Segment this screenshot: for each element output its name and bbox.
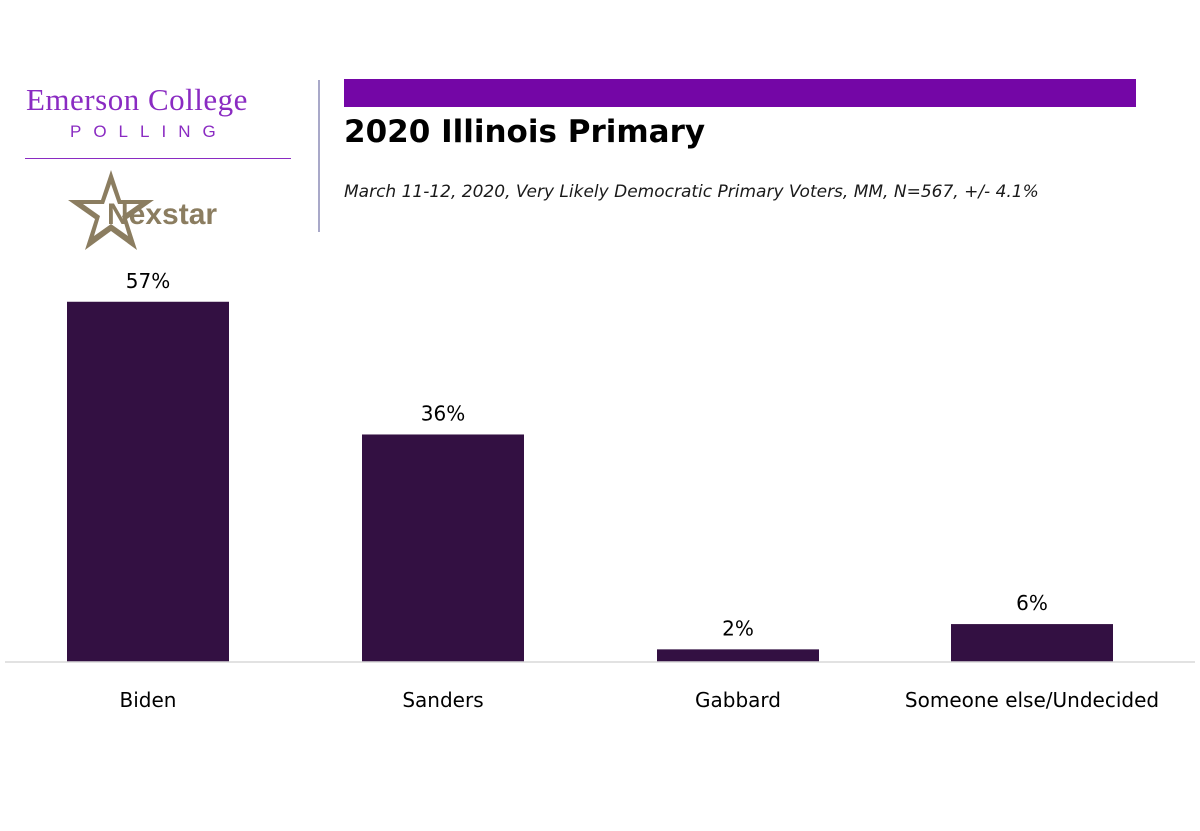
brand-emerson: Emerson College [26, 82, 248, 117]
bar-sanders [362, 434, 524, 662]
bars [67, 301, 1113, 662]
category-label: Someone else/Undecided [905, 688, 1159, 712]
data-label: 2% [722, 616, 754, 640]
page-title: 2020 Illinois Primary [344, 114, 706, 150]
category-label: Biden [120, 688, 177, 712]
bar-chart: 57% Biden 36% Sanders 2% Gabbard 6% Someone els… [5, 269, 1195, 712]
brand-divider [25, 158, 291, 159]
nexstar-logo: Nexstar [66, 168, 286, 254]
nexstar-wordmark: Nexstar [107, 198, 218, 231]
bar-biden [67, 301, 229, 662]
star-icon [68, 170, 154, 250]
bar-gabbard [657, 649, 819, 662]
category-label: Gabbard [695, 688, 781, 712]
data-label: 57% [126, 269, 170, 293]
bar-someone-else-undecided [951, 624, 1113, 662]
accent-bar [344, 79, 1136, 107]
labels: 57% Biden 36% Sanders 2% Gabbard 6% Someone els… [120, 269, 1160, 712]
data-label: 36% [421, 401, 465, 425]
page-subtitle: March 11-12, 2020, Very Likely Democrati… [344, 182, 1039, 202]
category-label: Sanders [402, 688, 483, 712]
data-label: 6% [1016, 591, 1048, 615]
header-divider [318, 80, 320, 232]
brand-polling: POLLING [70, 122, 228, 141]
